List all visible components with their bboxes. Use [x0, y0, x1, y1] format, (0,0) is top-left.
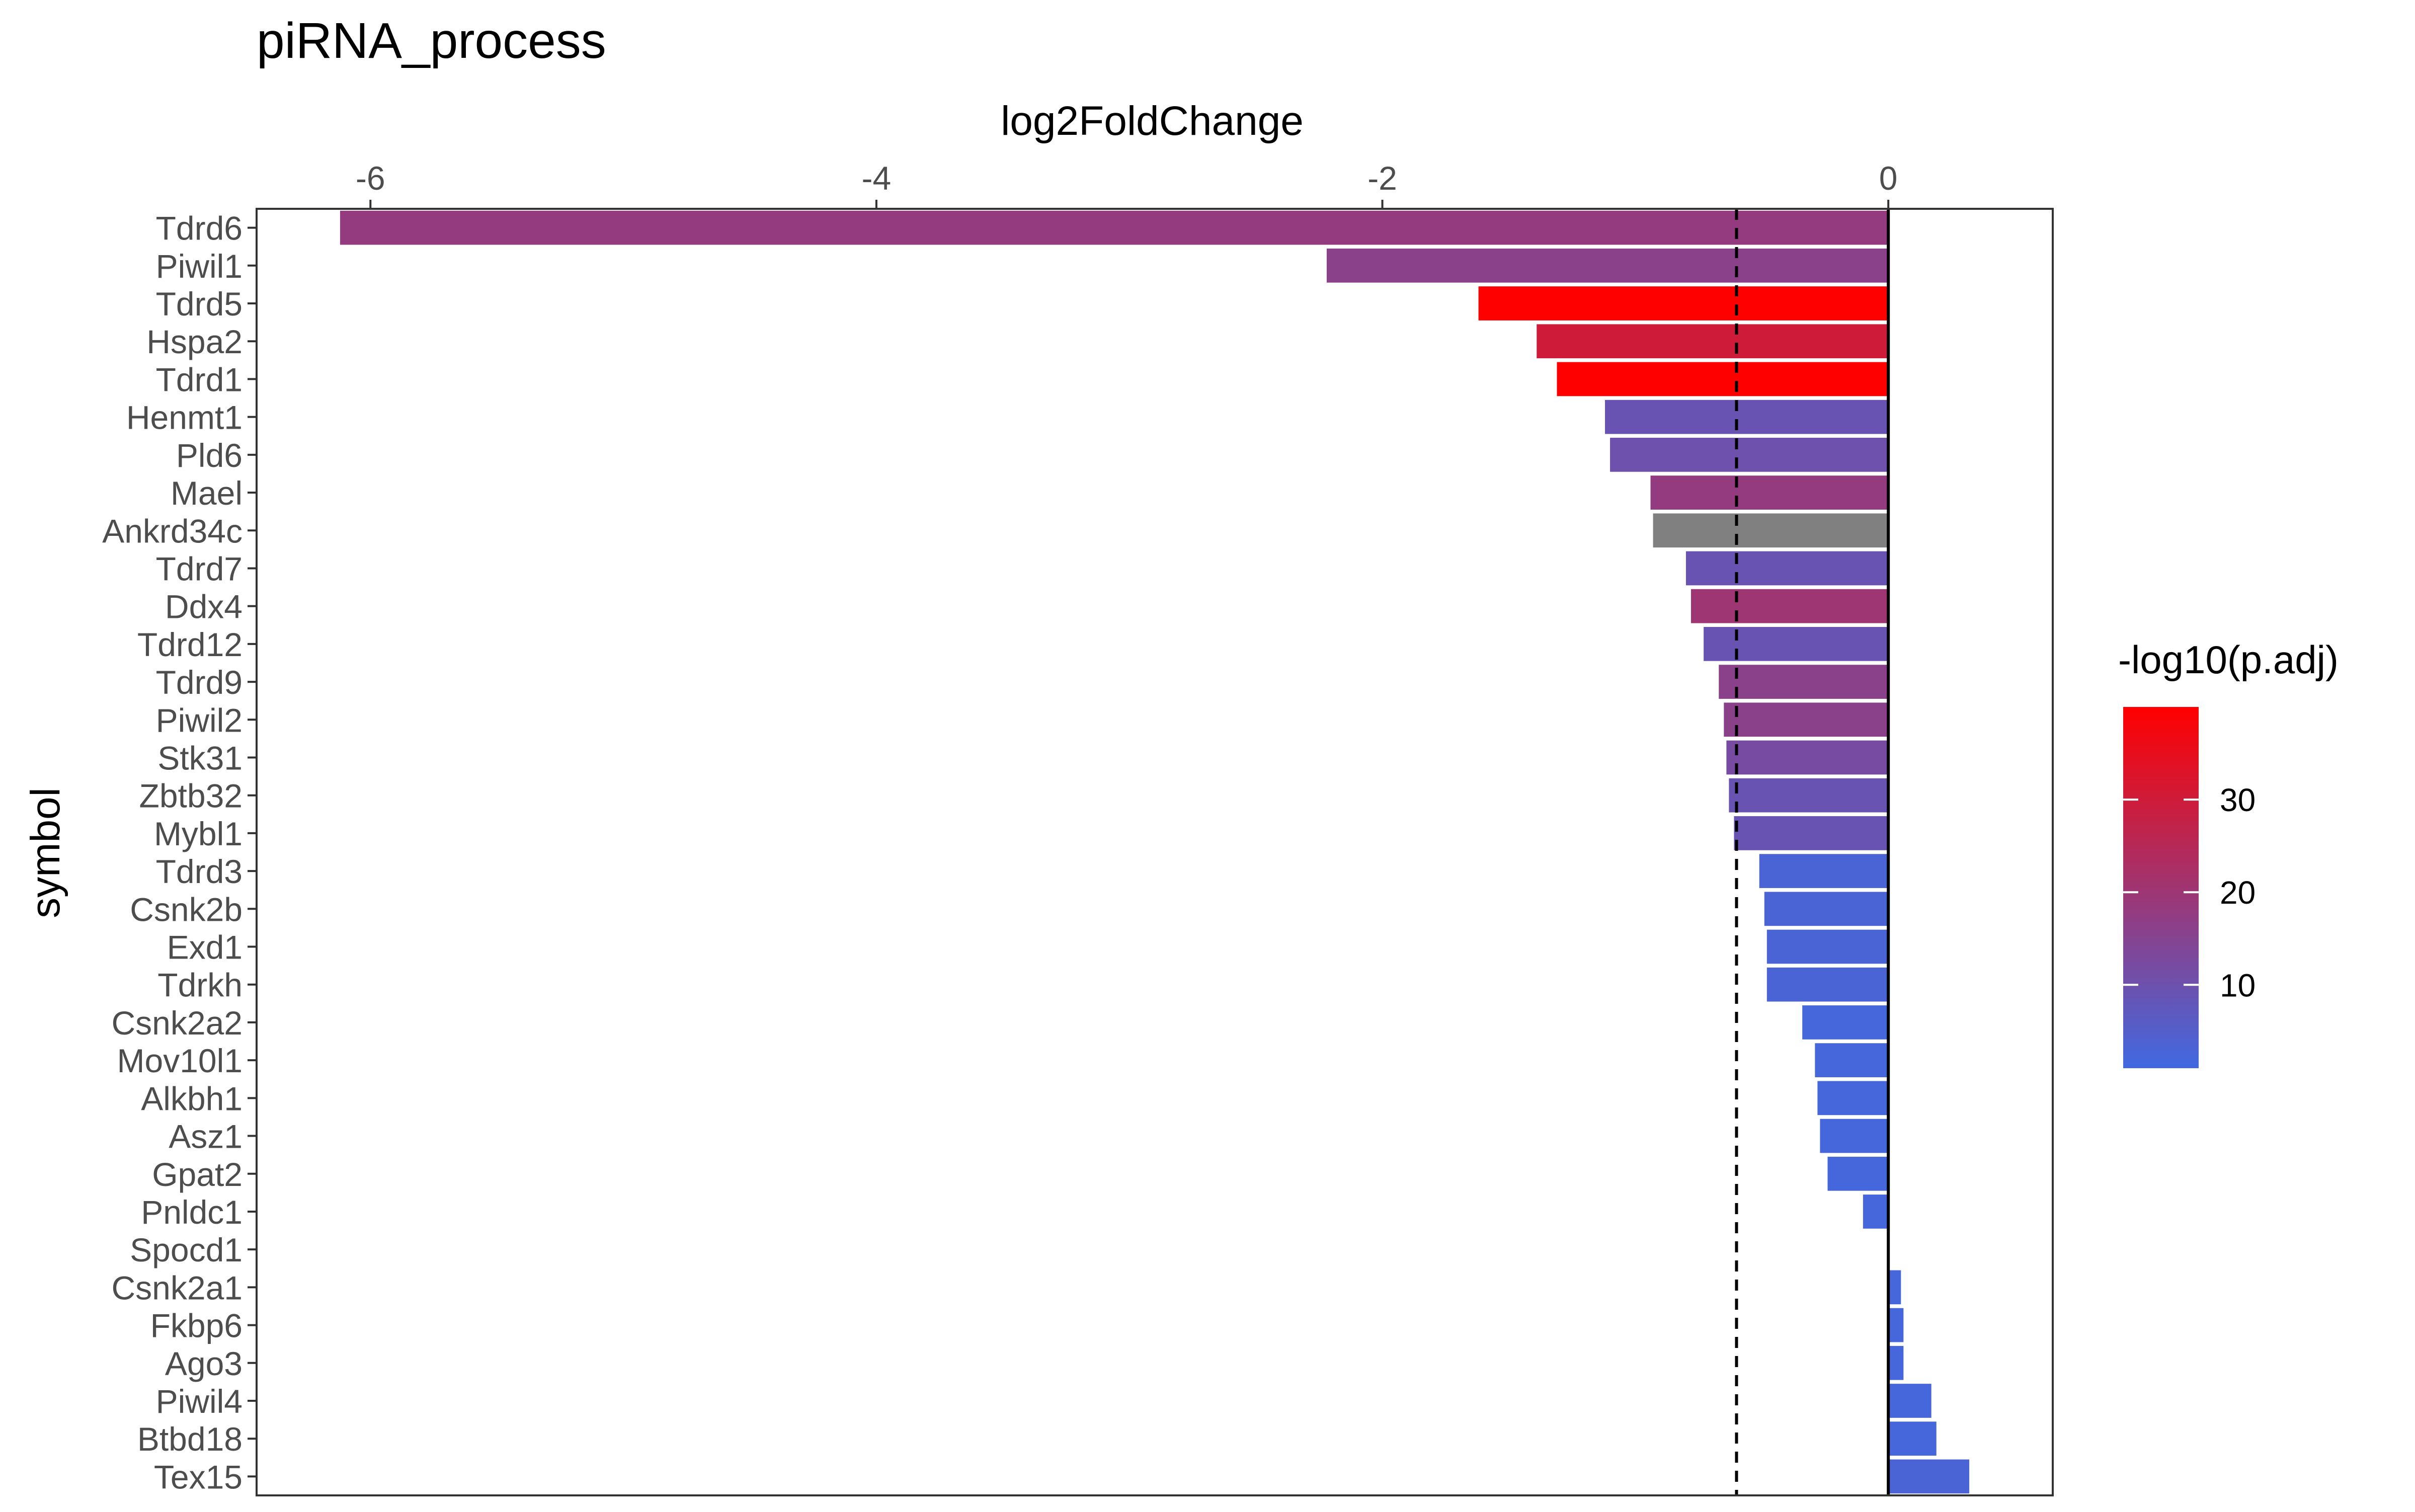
bar-tdrkh: [1766, 967, 1889, 1002]
bar-tdrd7: [1685, 551, 1889, 586]
bar-tdrd5: [1478, 286, 1889, 321]
y-tick-label: Ankrd34c: [102, 512, 243, 549]
bar-tdrd1: [1557, 362, 1889, 396]
bar-mael: [1650, 475, 1889, 510]
x-axis-label: log2FoldChange: [1001, 98, 1304, 144]
y-tick-label: Tdrd5: [156, 285, 243, 323]
y-tick-label: Fkbp6: [150, 1307, 243, 1344]
x-tick-label: -6: [356, 160, 385, 197]
bar-mov10l1: [1815, 1043, 1889, 1077]
x-tick-label: -4: [862, 160, 892, 197]
bar-csnk2a1: [1888, 1270, 1901, 1305]
y-tick-label: Hspa2: [146, 323, 243, 360]
y-tick-label: Mybl1: [154, 815, 243, 852]
legend-colorbar: [2123, 707, 2199, 1068]
color-legend: -log10(p.adj) 10 20 30: [2118, 638, 2339, 1068]
bar-ddx4: [1691, 589, 1889, 623]
bar-stk31: [1726, 740, 1889, 775]
bar-tex15: [1888, 1459, 1970, 1494]
y-tick-label: Csnk2b: [130, 891, 243, 928]
bar-piwil1: [1326, 248, 1889, 283]
bar-alkbh1: [1817, 1081, 1889, 1116]
y-tick-label: Tdrd12: [137, 626, 243, 663]
plot-area: Tdrd6Piwil1Tdrd5Hspa2Tdrd1Henmt1Pld6Mael…: [102, 160, 2054, 1496]
bar-piwil2: [1724, 702, 1889, 737]
y-tick-label: Piwil4: [156, 1383, 243, 1420]
bar-gpat2: [1827, 1156, 1889, 1191]
bar-henmt1: [1605, 400, 1889, 434]
y-tick-label: Zbtb32: [139, 777, 243, 815]
y-tick-label: Piwil1: [156, 248, 243, 285]
legend-tick-label: 10: [2220, 967, 2256, 1003]
bar-hspa2: [1537, 324, 1889, 359]
y-tick-label: Ago3: [165, 1345, 243, 1382]
bar-tdrd3: [1759, 854, 1889, 888]
bar-fkbp6: [1888, 1308, 1904, 1342]
y-tick-label: Alkbh1: [141, 1080, 243, 1117]
bar-csnk2b: [1764, 892, 1889, 926]
legend-title: -log10(p.adj): [2118, 638, 2339, 682]
bar-piwil4: [1888, 1384, 1931, 1418]
y-tick-label: Pnldc1: [141, 1193, 243, 1231]
bar-tdrd12: [1704, 627, 1889, 661]
bar-mybl1: [1734, 816, 1889, 850]
y-tick-label: Csnk2a1: [112, 1269, 243, 1306]
y-tick-label: Tdrd6: [156, 210, 243, 247]
bar-pld6: [1610, 437, 1889, 472]
plot-border: [256, 208, 2054, 1496]
y-tick-label: Asz1: [169, 1118, 243, 1155]
y-tick-label: Piwil2: [156, 701, 243, 739]
y-tick-label: Gpat2: [152, 1156, 243, 1193]
y-tick-label: Exd1: [167, 929, 243, 966]
y-tick-label: Mov10l1: [117, 1042, 243, 1079]
y-tick-label: Tex15: [154, 1458, 243, 1495]
y-tick-label: Ddx4: [165, 588, 243, 625]
bar-csnk2a2: [1802, 1005, 1889, 1040]
y-tick-label: Mael: [171, 474, 243, 512]
y-tick-label: Tdrkh: [157, 967, 243, 1004]
bar-tdrd9: [1719, 665, 1889, 699]
bar-exd1: [1766, 929, 1889, 964]
y-tick-label: Tdrd3: [156, 853, 243, 890]
y-tick-label: Spocd1: [130, 1231, 243, 1268]
bar-asz1: [1820, 1119, 1889, 1153]
y-tick-label: Tdrd7: [156, 550, 243, 587]
y-tick-label: Csnk2a2: [112, 1004, 243, 1042]
y-tick-label: Pld6: [176, 437, 243, 474]
y-tick-label: Tdrd9: [156, 664, 243, 701]
chart-title: piRNA_process: [257, 13, 606, 69]
bar-btbd18: [1888, 1421, 1937, 1456]
bar-ago3: [1888, 1345, 1904, 1380]
y-axis-label: symbol: [23, 787, 68, 918]
y-tick-label: Stk31: [157, 739, 243, 776]
bar-ankrd34c: [1653, 513, 1889, 548]
x-tick-label: 0: [1879, 160, 1898, 197]
legend-tick-label: 30: [2220, 782, 2256, 818]
y-tick-label: Tdrd1: [156, 361, 243, 398]
y-tick-label: Btbd18: [137, 1420, 243, 1458]
x-tick-label: -2: [1367, 160, 1397, 197]
y-tick-label: Henmt1: [126, 399, 243, 436]
legend-tick-label: 20: [2220, 874, 2256, 911]
bar-tdrd6: [340, 210, 1889, 245]
bar-pnldc1: [1863, 1195, 1889, 1229]
bar-zbtb32: [1729, 778, 1889, 813]
